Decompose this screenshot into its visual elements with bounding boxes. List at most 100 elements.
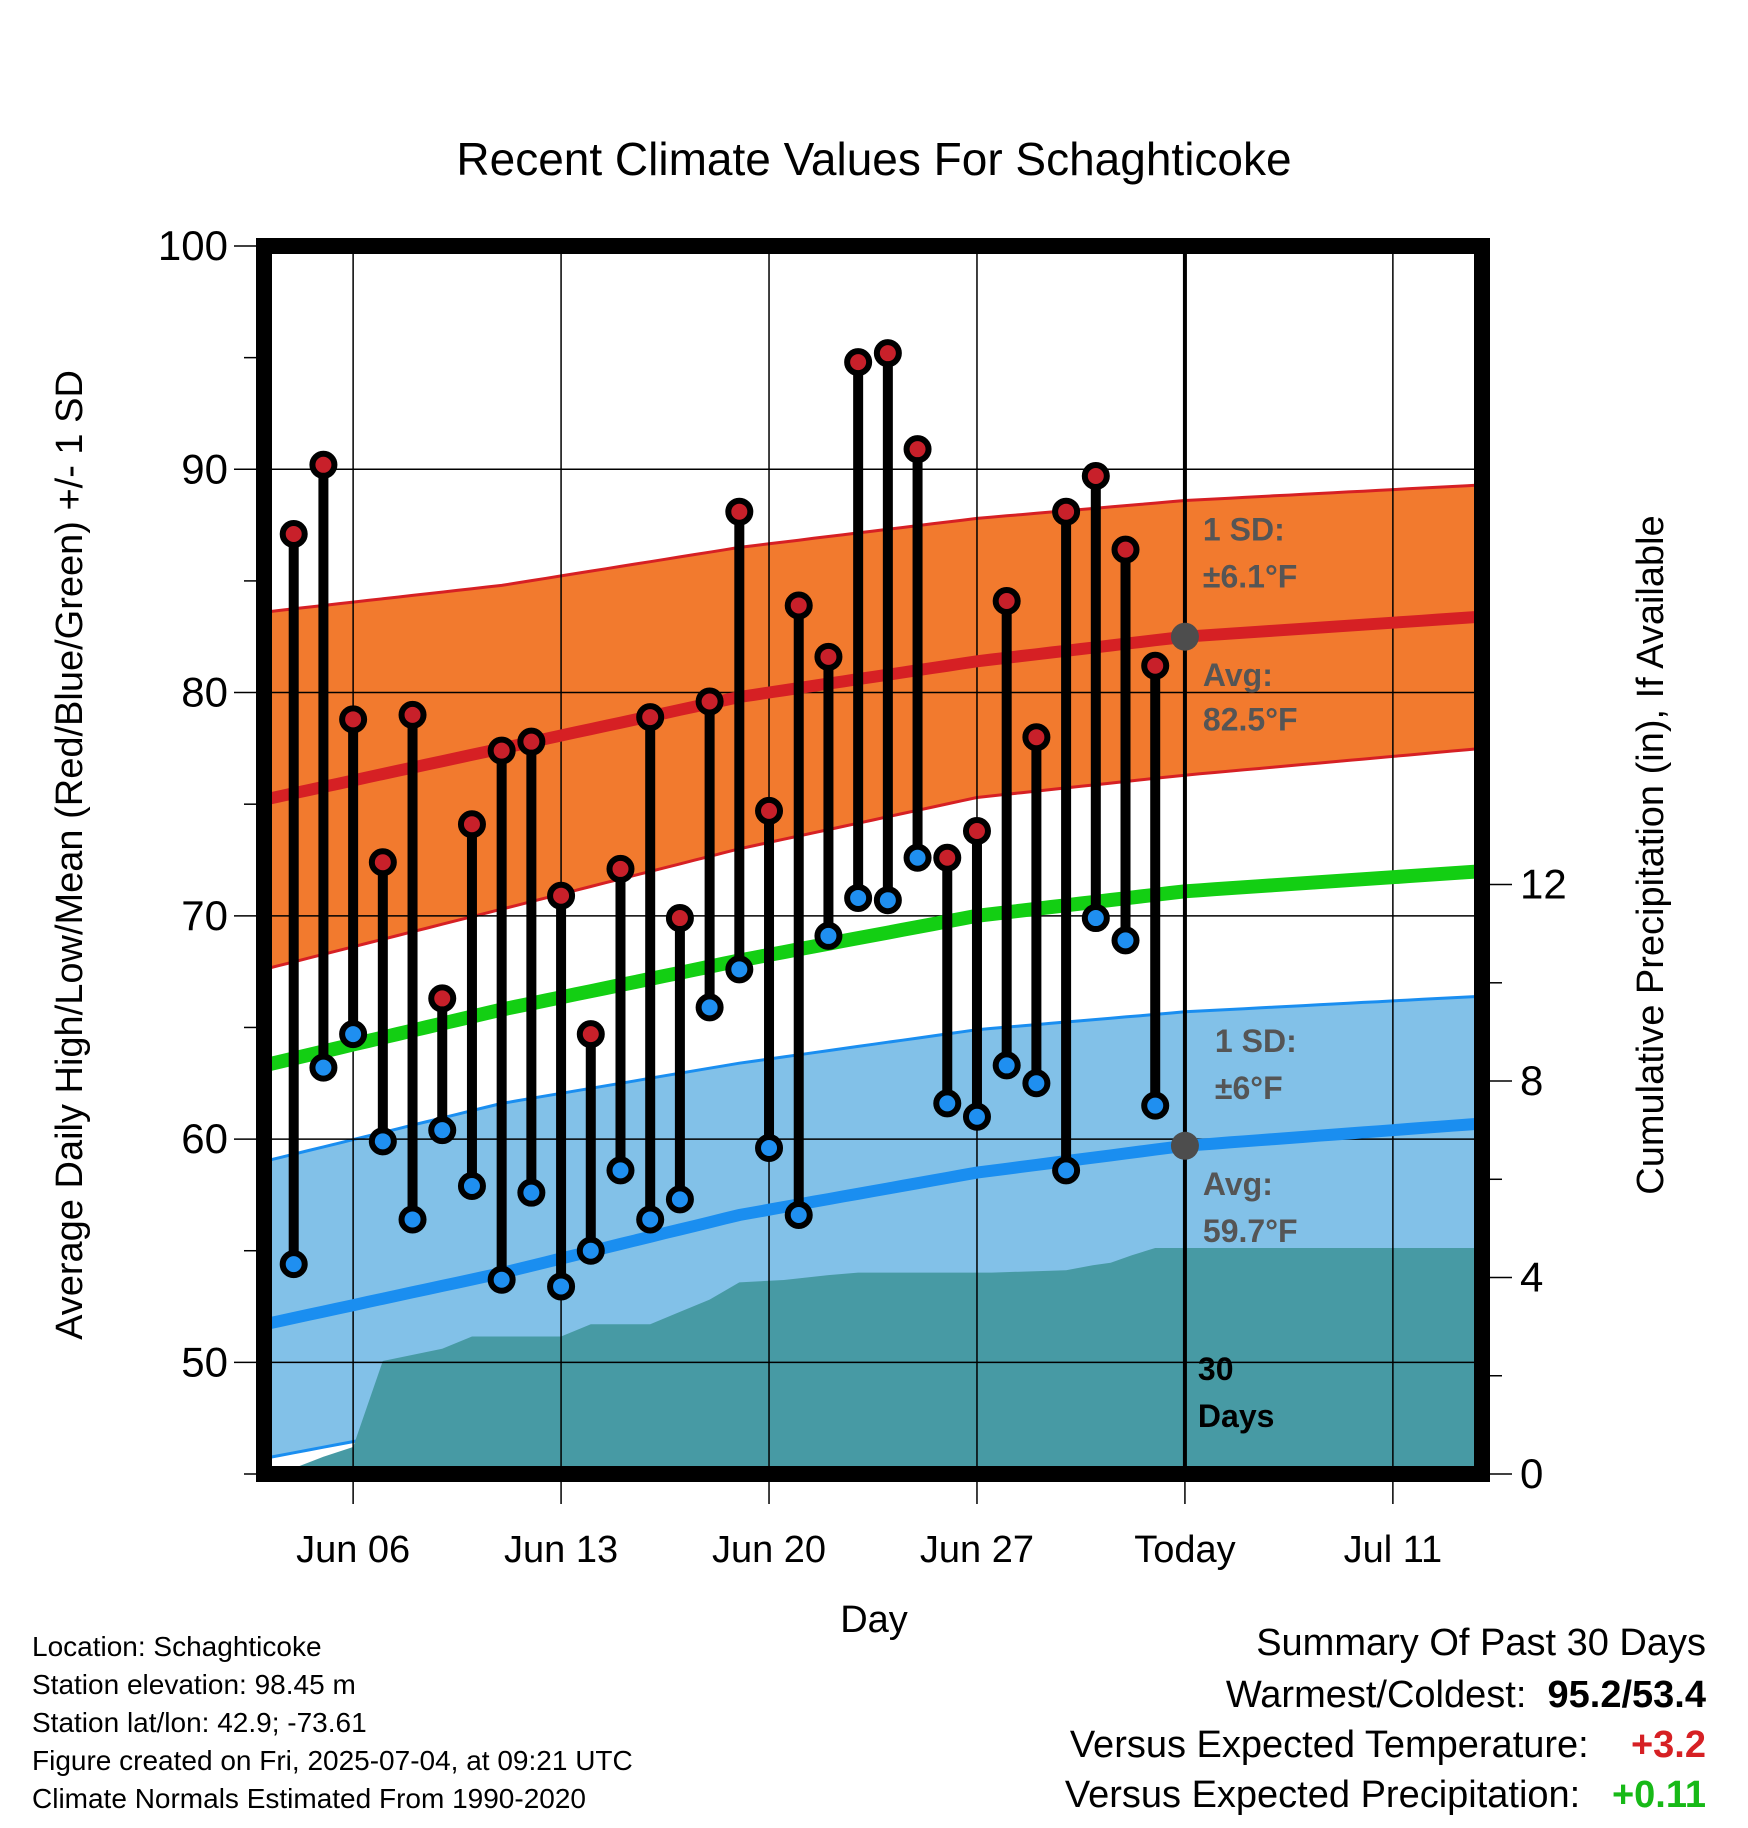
observed-high-point	[428, 984, 457, 1013]
warmest-value: 95.2/53.4	[1547, 1674, 1706, 1716]
observed-low-point	[962, 1102, 991, 1131]
info-location: Location: Schaghticoke	[32, 1631, 322, 1662]
low-sd-label: 1 SD:	[1215, 1023, 1297, 1059]
observed-low-point	[547, 1272, 576, 1301]
observed-low-point	[309, 1053, 338, 1082]
observed-low-point	[755, 1134, 784, 1163]
y-right-tick-label: 4	[1520, 1254, 1543, 1301]
summary-title-text: Summary Of Past 30 Days	[1256, 1622, 1706, 1664]
observed-high-point	[576, 1020, 605, 1049]
observed-low-point	[814, 921, 843, 950]
observed-low-point	[992, 1051, 1021, 1080]
observed-low-point	[725, 955, 754, 984]
x-tick-label: Jul 11	[1344, 1529, 1443, 1571]
observed-high-point	[457, 810, 486, 839]
observed-high-point	[1111, 535, 1140, 564]
observed-high-point	[665, 904, 694, 933]
observed-high-point	[903, 435, 932, 464]
low-avg-marker	[1170, 1131, 1199, 1160]
plot-area: 1 SD: ±6.1°F Avg: 82.5°F 1 SD: ±6°F Avg: 59.7°F…	[264, 246, 1482, 1474]
summary-warmest: Warmest/Coldest: 95.2/53.4	[1226, 1674, 1706, 1717]
observed-low-point	[1141, 1091, 1170, 1120]
observed-low-point	[1022, 1069, 1051, 1098]
info-elevation: Station elevation: 98.45 m	[32, 1669, 356, 1700]
observed-low-point	[1052, 1156, 1081, 1185]
observed-low-point	[606, 1156, 635, 1185]
chart-title: Recent Climate Values For Schaghticoke	[456, 133, 1291, 185]
observed-low-point	[665, 1185, 694, 1214]
observed-low-point	[1081, 904, 1110, 933]
observed-high-point	[1141, 651, 1170, 680]
observed-high-point	[962, 816, 991, 845]
y-axis-right-label: Cumulative Precipitation (in), If Availa…	[1630, 515, 1672, 1194]
y-axis-label: Average Daily High/Low/Mean (Red/Blue/Gr…	[49, 370, 91, 1340]
precip-vs-expected-value: +0.11	[1611, 1774, 1706, 1816]
observed-low-point	[1111, 926, 1140, 955]
y-tick-label: 90	[181, 445, 228, 492]
axes: 50 60 70 80 90 100 0 4 8 12 Jun 06 Jun 13 Jun 20 Jun …	[158, 222, 1567, 1571]
high-avg-value: 82.5°F	[1203, 702, 1298, 738]
observed-low-point	[339, 1020, 368, 1049]
observed-low-point	[576, 1236, 605, 1265]
info-latlon: Station lat/lon: 42.9; -73.61	[32, 1707, 367, 1738]
observed-high-point	[873, 339, 902, 368]
x-tick-label: Today	[1134, 1529, 1235, 1571]
low-avg-label: Avg:	[1203, 1166, 1273, 1202]
x-tick-label: Jun 27	[920, 1529, 1034, 1571]
x-tick-label: Jun 20	[712, 1529, 826, 1571]
y-tick-label: 50	[181, 1338, 228, 1385]
y-tick-label: 100	[158, 222, 228, 269]
y-tick-label: 60	[181, 1115, 228, 1162]
observed-low-point	[933, 1089, 962, 1118]
x-tick-label: Jun 13	[504, 1529, 618, 1571]
y-tick-label: 80	[181, 669, 228, 716]
info-created: Figure created on Fri, 2025-07-04, at 09…	[32, 1745, 633, 1776]
y-right-tick-label: 12	[1520, 861, 1567, 908]
observed-low-point	[398, 1205, 427, 1234]
observed-low-point	[279, 1250, 308, 1279]
y-tick-label: 70	[181, 892, 228, 939]
observed-high-point	[606, 854, 635, 883]
observed-high-point	[517, 727, 546, 756]
temp-vs-expected-value: +3.2	[1630, 1724, 1706, 1766]
high-avg-label: Avg:	[1203, 657, 1273, 693]
normal-high-sd-band	[264, 484, 1482, 970]
observed-high-point	[487, 736, 516, 765]
observed-high-point	[814, 642, 843, 671]
observed-low-point	[517, 1178, 546, 1207]
observed-low-point	[487, 1265, 516, 1294]
observed-high-point	[725, 497, 754, 526]
summary-temp: Versus Expected Temperature: +3.2	[1070, 1724, 1706, 1767]
summary-precip: Versus Expected Precipitation: +0.11	[1065, 1774, 1706, 1817]
observed-high-point	[1022, 723, 1051, 752]
normal-low-line	[264, 1117, 1482, 1331]
low-sd-value: ±6°F	[1215, 1070, 1283, 1106]
observed-low-point	[457, 1171, 486, 1200]
observed-low-point	[784, 1201, 813, 1230]
observed-high-point	[933, 843, 962, 872]
y-right-tick-label: 0	[1520, 1450, 1543, 1497]
observed-high-point	[844, 348, 873, 377]
plot-frame	[256, 238, 1490, 1482]
precip-vs-expected-label: Versus Expected Precipitation:	[1064, 1774, 1581, 1816]
high-avg-marker	[1170, 622, 1199, 651]
observed-low-point	[873, 886, 902, 915]
observed-high-point	[339, 705, 368, 734]
observed-high-point	[636, 703, 665, 732]
observed-high-point	[309, 450, 338, 479]
observed-low-point	[844, 883, 873, 912]
observed-high-point	[398, 700, 427, 729]
summary-title: Summary Of Past 30 Days	[1256, 1622, 1706, 1665]
y-right-tick-label: 8	[1520, 1057, 1543, 1104]
days-label-number: 30	[1198, 1351, 1234, 1387]
high-sd-label: 1 SD:	[1203, 512, 1285, 548]
low-avg-value: 59.7°F	[1203, 1213, 1298, 1249]
x-axis-label: Day	[840, 1599, 908, 1641]
warmest-label: Warmest/Coldest:	[1225, 1674, 1527, 1716]
observed-low-point	[428, 1116, 457, 1145]
observed-low-point	[368, 1127, 397, 1156]
normal-high-upper-line	[264, 483, 1482, 614]
normal-high-line	[264, 610, 1482, 806]
precipitation-area	[278, 1248, 1482, 1474]
